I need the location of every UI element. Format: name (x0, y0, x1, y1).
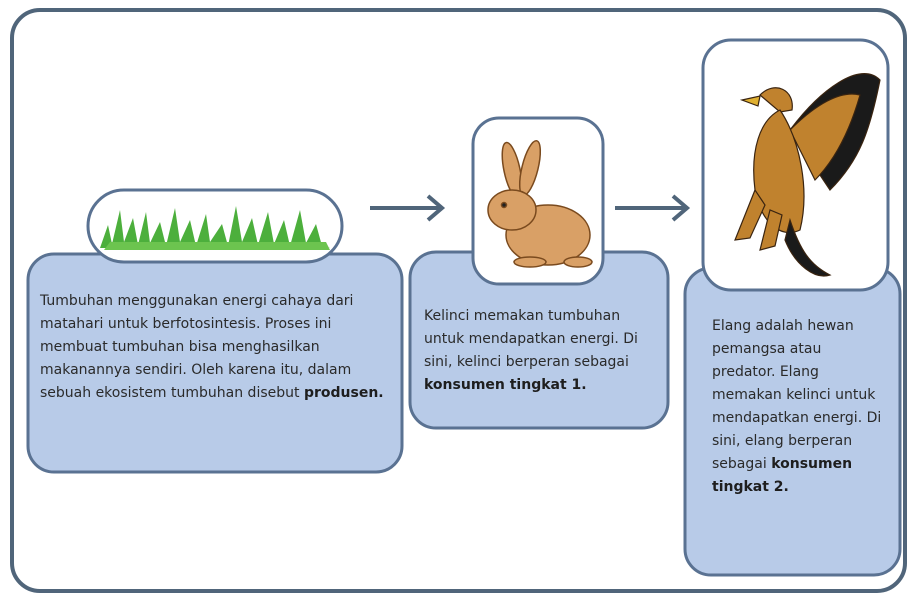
role-label: konsumen tingkat 1. (424, 377, 587, 393)
description-text: Elang adalah hewan pemangsa atau predato… (712, 318, 881, 472)
role-label: produsen. (304, 385, 384, 401)
grass-frame (88, 190, 342, 262)
producer-description: Tumbuhan menggunakan energi cahaya dari … (40, 290, 385, 405)
description-text: Kelinci memakan tumbuhan untuk mendapatk… (424, 308, 638, 370)
consumer1-description: Kelinci memakan tumbuhan untuk mendapatk… (424, 305, 656, 397)
food-chain-diagram: Tumbuhan menggunakan energi cahaya dari … (0, 0, 914, 601)
consumer2-description: Elang adalah hewan pemangsa atau predato… (712, 315, 882, 499)
